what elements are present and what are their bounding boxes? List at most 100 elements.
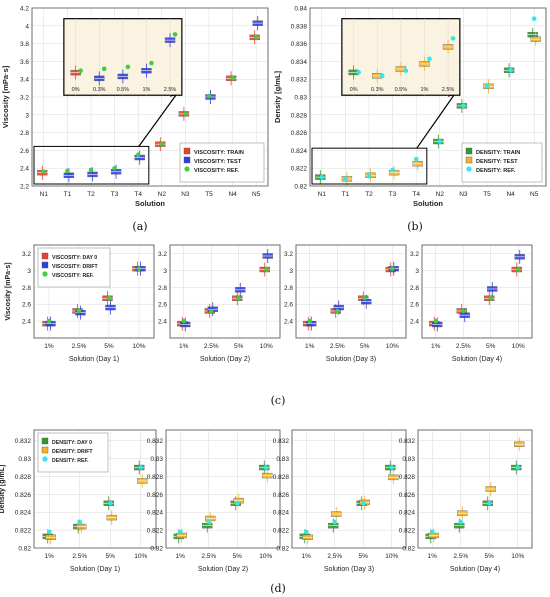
data-point-dot [515,267,521,272]
chart-b: 0.82 0.822 0.824 0.826 0.828 0.83 0.832 0.834 0.… [273,6,547,208]
y-tick-label: 0.824 [399,510,416,517]
data-point-dot [307,318,313,324]
y-tick-label: 0.83 [276,456,289,463]
y-tick-label: 0.828 [399,474,416,481]
legend-label: DENSITY: TEST [476,159,518,165]
x-tick-label: 10% [132,343,145,350]
y-tick-label: 3.2 [410,251,419,258]
x-tick-label: 2.5% [201,553,216,560]
x-axis-label: Solution (Day 1) [70,566,120,573]
y-tick-label: 0.82 [402,546,415,553]
x-tick-label: 2.5% [327,553,342,560]
data-point-dot [303,529,309,535]
legend: VISCOSITY: TRAIN VISCOSITY: TEST VISCOSITY… [179,142,265,183]
x-tick-label: 1% [179,343,189,350]
x-axis-label: Solution (Day 3) [326,356,376,363]
data-point-dot [88,167,94,173]
y-tick-label: 0.826 [147,492,164,499]
data-point-dot [362,295,368,301]
plot-area [291,429,407,549]
legend-swatch [41,437,49,445]
data-point-dot [319,174,325,180]
x-axis-label: Solution [135,199,165,208]
legend-label: VISCOSITY: DAY 0 [52,255,97,261]
x-tick-label: T5 [205,191,213,198]
x-tick-label: 1% [302,553,312,560]
x-tick-label: 5% [360,343,370,350]
legend-label: VISCOSITY: REF. [194,168,239,174]
data-point-dot [77,519,83,525]
legend-swatch [183,156,191,164]
data-point-dot [206,93,212,99]
y-tick-label: 2.4 [410,319,419,326]
legend-label: VISCOSITY: TEST [194,159,242,165]
y-tick-label: 3.2 [20,95,29,102]
y-tick-label: 0.836 [291,41,308,48]
legend-label: DENSITY: TRAIN [476,150,520,156]
chart-c4: 2.4 2.6 2.8 3 3.2 1% 2.5% 5% 10% Solution (Day 4) [410,244,533,363]
y-tick-label: 3 [415,268,419,275]
inset-label: 0.5% [117,87,130,93]
x-tick-label: T4 [412,191,420,198]
x-tick-label: 1% [428,553,438,560]
x-tick-label: 1% [431,343,441,350]
x-tick-label: N1 [318,191,327,198]
y-tick-label: 0.822 [15,528,32,535]
y-tick-label: 0.822 [399,528,416,535]
inset-point-dot [356,70,361,75]
y-tick-label: 2.4 [20,166,29,173]
y-tick-label: 4 [25,23,29,30]
data-point-dot [458,519,464,525]
chart-d3: 0.82 0.822 0.824 0.826 0.828 0.83 0.832 1% 2.5% 5… [273,429,407,573]
chart-d4: 0.82 0.822 0.824 0.826 0.828 0.83 0.832 1% 2.5% 5… [399,429,533,573]
x-tick-label: T3 [389,191,397,198]
y-tick-label: 0.83 [402,456,415,463]
x-tick-label: 2.5% [72,343,87,350]
data-point-dot [389,465,395,470]
inset-point-dot [172,32,178,37]
y-tick-label: 3.8 [20,41,29,48]
y-tick-label: 0.822 [273,528,290,535]
legend-label: DENSITY: DAY 0 [52,440,92,446]
inset-point-dot [149,60,154,66]
plot-frame [33,244,155,339]
inset-label: 0.3% [93,87,106,93]
y-tick-label: 0.83 [150,456,163,463]
legend: DENSITY: DAY 0 DENSITY: DRIFT DENSITY: REF… [37,432,109,473]
legend-swatch [41,252,49,260]
data-point-dot [263,465,269,470]
caption-b: (b) [407,220,423,233]
inset-label: 2.5% [164,87,177,93]
y-tick-label: 0.828 [15,474,32,481]
zoom-connector [416,94,455,149]
legend: VISCOSITY: DAY 0 VISCOSITY: DRIFT VISCOSIT… [37,247,111,288]
data-point-dot [135,152,141,158]
y-tick-label: 0.824 [147,510,164,517]
x-axis-label: Solution (Day 1) [69,356,119,363]
legend-swatch [41,261,49,269]
data-point-dot [206,519,212,525]
inset-label: 1% [420,87,428,93]
y-tick-label: 3.2 [22,251,31,258]
inset-point-dot [78,68,83,74]
x-tick-label: 10% [512,343,525,350]
y-tick-label: 4.2 [20,6,29,13]
data-point-dot [389,266,395,271]
data-point-dot [46,318,52,324]
data-point-dot [486,501,492,506]
y-tick-label: 0.832 [15,438,32,445]
plot-frame [309,7,547,187]
x-tick-label: 5% [104,343,114,350]
x-tick-label: 2.5% [204,343,219,350]
y-tick-label: 0.828 [273,474,290,481]
legend-box [461,142,543,183]
y-tick-label: 3 [289,268,293,275]
x-tick-label: N2 [436,191,445,198]
y-tick-label: 2.4 [284,319,293,326]
x-tick-label: N3 [181,191,190,198]
inset-point-dot [101,66,107,72]
inset-label: 0.3% [371,87,384,93]
inset-point-dot [450,36,456,41]
zoom-connector [138,94,177,147]
